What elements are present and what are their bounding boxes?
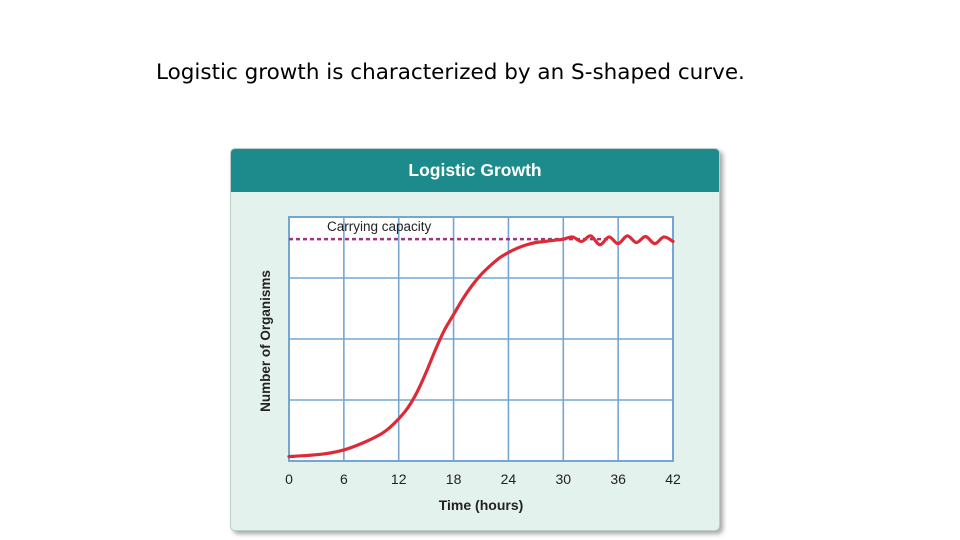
x-tick-label: 42 (665, 471, 681, 487)
x-tick-label: 0 (285, 471, 293, 487)
logistic-growth-chart: Carrying capacity 0 6 12 18 24 30 36 42 Time (h… (258, 216, 681, 513)
series-group (287, 234, 675, 459)
chart-title: Logistic Growth (408, 160, 542, 180)
x-tick-label: 12 (391, 471, 407, 487)
x-axis-label: Time (hours) (439, 497, 524, 513)
carrying-capacity-label: Carrying capacity (327, 219, 432, 234)
x-tick-label: 30 (555, 471, 571, 487)
x-tick-labels: 0 6 12 18 24 30 36 42 (285, 471, 681, 487)
x-tick-label: 18 (446, 471, 462, 487)
x-tick-label: 6 (340, 471, 348, 487)
plot-border (288, 216, 674, 462)
grid (288, 216, 674, 462)
chart-header: Logistic Growth (231, 149, 719, 192)
chart-figure: Logistic Growth Carrying capacity 0 6 12 18… (230, 148, 720, 531)
slide-title: Logistic growth is characterized by an S… (156, 60, 745, 85)
x-tick-label: 24 (501, 471, 517, 487)
y-axis-label: Number of Organisms (258, 270, 273, 412)
carrying-capacity-group: Carrying capacity (289, 219, 608, 241)
series-line (287, 234, 675, 459)
x-tick-label: 36 (610, 471, 626, 487)
